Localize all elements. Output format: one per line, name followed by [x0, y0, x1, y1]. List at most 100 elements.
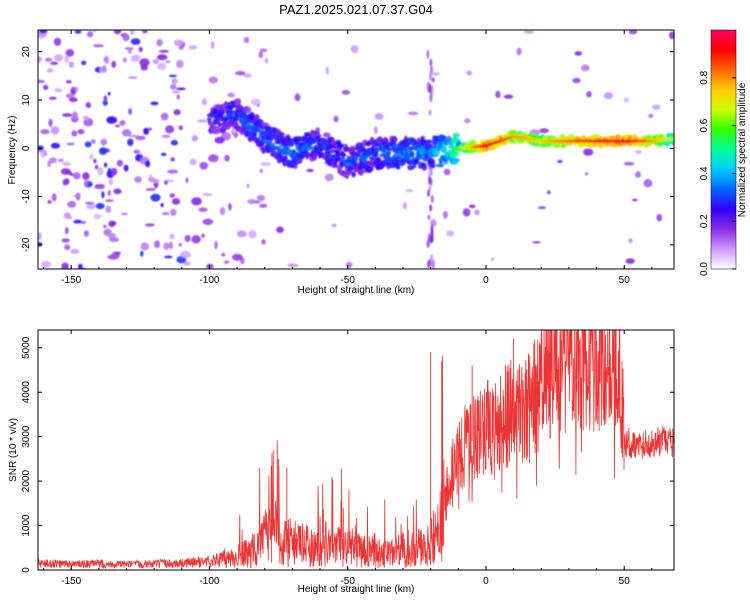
heatmap-cell-226: [39, 30, 48, 34]
heatmap-cell-1067: [433, 150, 441, 155]
heatmap-cell-205: [164, 180, 168, 185]
heatmap-cell-356: [428, 258, 432, 267]
heatmap-cell-32: [246, 183, 250, 189]
heatmap-cell-1127: [452, 132, 460, 138]
heatmap-cell-110: [236, 230, 247, 238]
heatmap-cell-182: [58, 158, 64, 163]
heatmap-cell-69: [191, 235, 201, 244]
spectrogram-x-tick-label: 50: [619, 275, 631, 286]
heatmap-cell-260: [61, 262, 69, 269]
heatmap-cell-124: [157, 62, 167, 70]
snr-y-tick-label: 0: [21, 567, 32, 573]
heatmap-cell-190: [374, 113, 384, 120]
heatmap-cell-523: [259, 142, 265, 148]
heatmap-cell-213: [495, 90, 501, 99]
heatmap-cell-104: [133, 149, 141, 154]
heatmap-cell-675: [307, 146, 315, 151]
heatmap-cell-22: [170, 139, 178, 146]
heatmap-cell-1126: [452, 158, 460, 162]
heatmap-cell-345: [429, 58, 433, 67]
heatmap-cell-275: [669, 31, 674, 40]
spectrogram-x-label: Height of straight line (km): [298, 285, 415, 296]
heatmap-cell-96: [127, 49, 132, 54]
heatmap-cell-639: [296, 159, 303, 164]
heatmap-cell-290: [46, 68, 54, 73]
heatmap-cell-202: [123, 164, 129, 172]
heatmap-cell-180: [331, 223, 337, 228]
heatmap-cell-321: [431, 259, 435, 269]
heatmap-cell-992: [410, 153, 415, 157]
heatmap-cell-207: [83, 115, 89, 121]
heatmap-cell-210: [65, 93, 75, 99]
heatmap-cell-316: [446, 230, 455, 237]
heatmap-cell-133: [67, 216, 73, 220]
heatmap-cell-288: [264, 57, 269, 64]
heatmap-cell-280: [121, 129, 132, 137]
heatmap-cell-197: [142, 30, 148, 34]
heatmap-cell-302: [81, 60, 87, 66]
heatmap-cell-246: [109, 237, 120, 242]
heatmap-cell-762: [336, 156, 342, 161]
snr-line: [38, 330, 674, 570]
heatmap-cell-888: [378, 157, 382, 162]
heatmap-cell-134: [73, 219, 82, 224]
spectrogram-y-tick-label: -10: [21, 189, 32, 204]
heatmap-cell-493: [249, 111, 255, 119]
heatmap-cell-933: [392, 146, 397, 153]
heatmap-cell-640: [296, 136, 303, 143]
heatmap-cell-74: [324, 173, 334, 182]
heatmap-cell-172: [148, 174, 153, 181]
heatmap-cell-263: [247, 199, 257, 204]
heatmap-cell-338: [430, 194, 434, 204]
heatmap-cell-262: [294, 93, 301, 102]
heatmap-cell-158: [86, 203, 97, 210]
heatmap-cell-244: [201, 98, 208, 106]
heatmap-cell-221: [82, 172, 90, 181]
heatmap-cell-620: [290, 164, 295, 169]
heatmap-cell-204: [196, 119, 208, 123]
heatmap-cell-233: [198, 207, 208, 212]
heatmap-cell-80: [160, 152, 167, 157]
heatmap-cell-251: [102, 65, 107, 73]
heatmap-cell-14: [105, 205, 112, 214]
heatmap-cell-348: [426, 49, 430, 60]
heatmap-cell-116: [47, 199, 52, 204]
heatmap-cell-357: [427, 214, 431, 221]
snr-x-tick-label: 50: [619, 576, 631, 587]
heatmap-cell-67: [259, 168, 264, 173]
heatmap-cell-150: [333, 115, 339, 123]
heatmap-cell-340: [429, 92, 433, 103]
heatmap-cell-129: [103, 224, 107, 228]
heatmap-cell-878: [373, 152, 379, 156]
heatmap-cell-107: [61, 238, 70, 243]
snr-x-label: Height of straight line (km): [298, 584, 415, 595]
heatmap-cell-181: [131, 54, 141, 60]
heatmap-cell-503: [252, 132, 258, 137]
heatmap-cell-64: [443, 168, 451, 176]
heatmap-cell-227: [171, 198, 181, 205]
heatmap-cell-52: [259, 48, 268, 53]
heatmap-cell-236: [115, 124, 120, 128]
heatmap-cell-228: [523, 30, 534, 34]
heatmap-cell-273: [93, 213, 101, 220]
heatmap-cell-358: [429, 71, 432, 82]
heatmap-cell-178: [210, 41, 215, 49]
heatmap-cell-217: [77, 129, 85, 135]
spectrogram-heatmap: [38, 30, 674, 269]
heatmap-cell-105: [537, 206, 547, 210]
heatmap-cell-142: [140, 242, 150, 251]
heatmap-cell-136: [373, 126, 378, 134]
heatmap-cell-165: [127, 76, 138, 79]
heatmap-cell-137: [256, 195, 266, 202]
heatmap-cell-93: [50, 126, 60, 135]
heatmap-cell-259: [62, 161, 72, 167]
heatmap-cell-45: [95, 203, 105, 210]
heatmap-cell-287: [115, 251, 121, 255]
heatmap-cell-533: [261, 130, 269, 135]
colorbar: 0.0 0.2 0.4 0.6 0.8 Normalized spectral ampl…: [699, 29, 748, 276]
heatmap-cell-587: [279, 132, 285, 138]
spectrogram-y-tick-label: 10: [21, 94, 32, 106]
heatmap-cell-43: [152, 58, 159, 65]
